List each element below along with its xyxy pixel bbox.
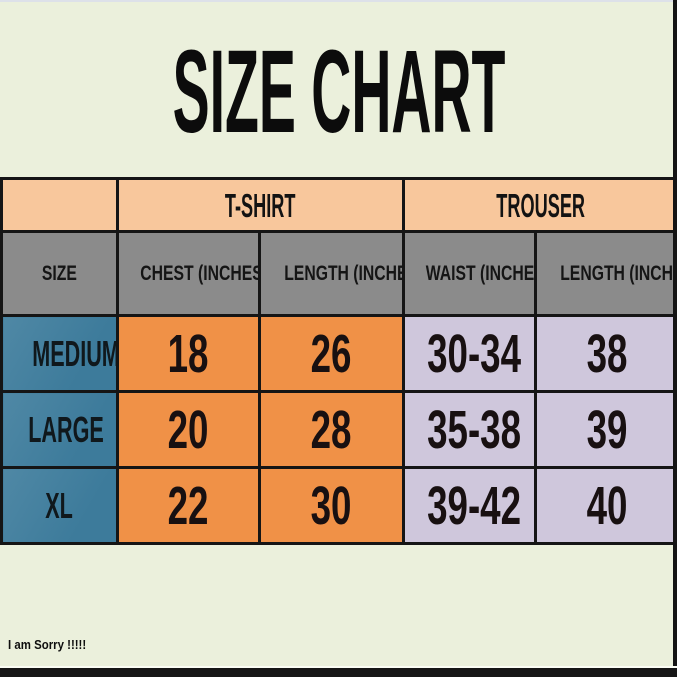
- size-label-large: LARGE: [28, 408, 104, 450]
- cell-medium-chest: 18: [116, 314, 261, 393]
- cell-large-chest: 20: [116, 390, 261, 469]
- column-header-size: SIZE: [0, 230, 119, 317]
- cell-xl-waist: 39-42: [402, 466, 538, 545]
- footer-note: I am Sorry !!!!!: [8, 637, 87, 652]
- value-xl-tshirt-length: 30: [311, 475, 352, 536]
- value-medium-tshirt-length: 26: [311, 323, 352, 384]
- group-header-tshirt: T-SHIRT: [115, 177, 406, 233]
- title-area: SIZE CHART: [0, 28, 677, 156]
- right-edge-line: [673, 0, 677, 677]
- group-header-trouser: TROUSER: [402, 177, 677, 233]
- size-cell-medium: MEDIUM: [0, 314, 119, 393]
- value-medium-trouser-length: 38: [586, 323, 628, 384]
- group-header-row: T-SHIRT TROUSER: [0, 177, 677, 233]
- column-header-chest: CHEST (INCHES): [116, 230, 261, 317]
- cell-large-waist: 35-38: [402, 390, 538, 469]
- value-large-trouser-length: 39: [586, 399, 628, 460]
- column-header-tshirt-length-label: LENGTH (INCHES): [284, 261, 400, 285]
- size-table: T-SHIRT TROUSER SIZE CHEST (INCHES) LENG…: [0, 177, 677, 545]
- value-large-chest: 20: [168, 399, 209, 460]
- column-header-trouser-length: LENGTH (INCHES): [534, 230, 677, 317]
- column-header-size-label: SIZE: [41, 261, 78, 285]
- size-cell-xl: XL: [0, 466, 119, 545]
- cell-xl-chest: 22: [116, 466, 261, 545]
- cell-medium-tshirt-length: 26: [257, 314, 406, 393]
- group-header-tshirt-label: T-SHIRT: [225, 186, 296, 224]
- corner-cell: [0, 177, 119, 233]
- cell-xl-tshirt-length: 30: [257, 466, 406, 545]
- column-header-row: SIZE CHEST (INCHES) LENGTH (INCHES) WAIS…: [0, 230, 677, 317]
- page-title: SIZE CHART: [172, 26, 505, 158]
- cell-medium-waist: 30-34: [402, 314, 538, 393]
- bottom-black-bar: [0, 668, 677, 677]
- value-xl-trouser-length: 40: [586, 475, 628, 536]
- column-header-tshirt-length: LENGTH (INCHES): [257, 230, 406, 317]
- table-row-medium: MEDIUM 18 26 30-34 38: [0, 314, 677, 393]
- value-xl-chest: 22: [168, 475, 209, 536]
- value-large-tshirt-length: 28: [311, 399, 352, 460]
- value-xl-waist: 39-42: [427, 475, 522, 536]
- table-row-large: LARGE 20 28 35-38 39: [0, 390, 677, 469]
- value-medium-chest: 18: [168, 323, 209, 384]
- size-cell-large: LARGE: [0, 390, 119, 469]
- cell-large-tshirt-length: 28: [257, 390, 406, 469]
- column-header-waist-label: WAIST (INCHES): [425, 261, 535, 285]
- value-large-waist: 35-38: [427, 399, 522, 460]
- value-medium-waist: 30-34: [427, 323, 522, 384]
- group-header-trouser-label: TROUSER: [496, 186, 586, 224]
- cell-large-trouser-length: 39: [534, 390, 677, 469]
- bottom-white-line: [0, 666, 677, 668]
- column-header-trouser-length-label: LENGTH (INCHES): [560, 261, 675, 285]
- size-label-medium: MEDIUM: [32, 332, 118, 374]
- cell-xl-trouser-length: 40: [534, 466, 677, 545]
- column-header-chest-label: CHEST (INCHES): [140, 261, 260, 285]
- top-edge-line: [0, 0, 677, 2]
- column-header-waist: WAIST (INCHES): [402, 230, 538, 317]
- table-row-xl: XL 22 30 39-42 40: [0, 466, 677, 545]
- cell-medium-trouser-length: 38: [534, 314, 677, 393]
- size-label-xl: XL: [45, 484, 74, 526]
